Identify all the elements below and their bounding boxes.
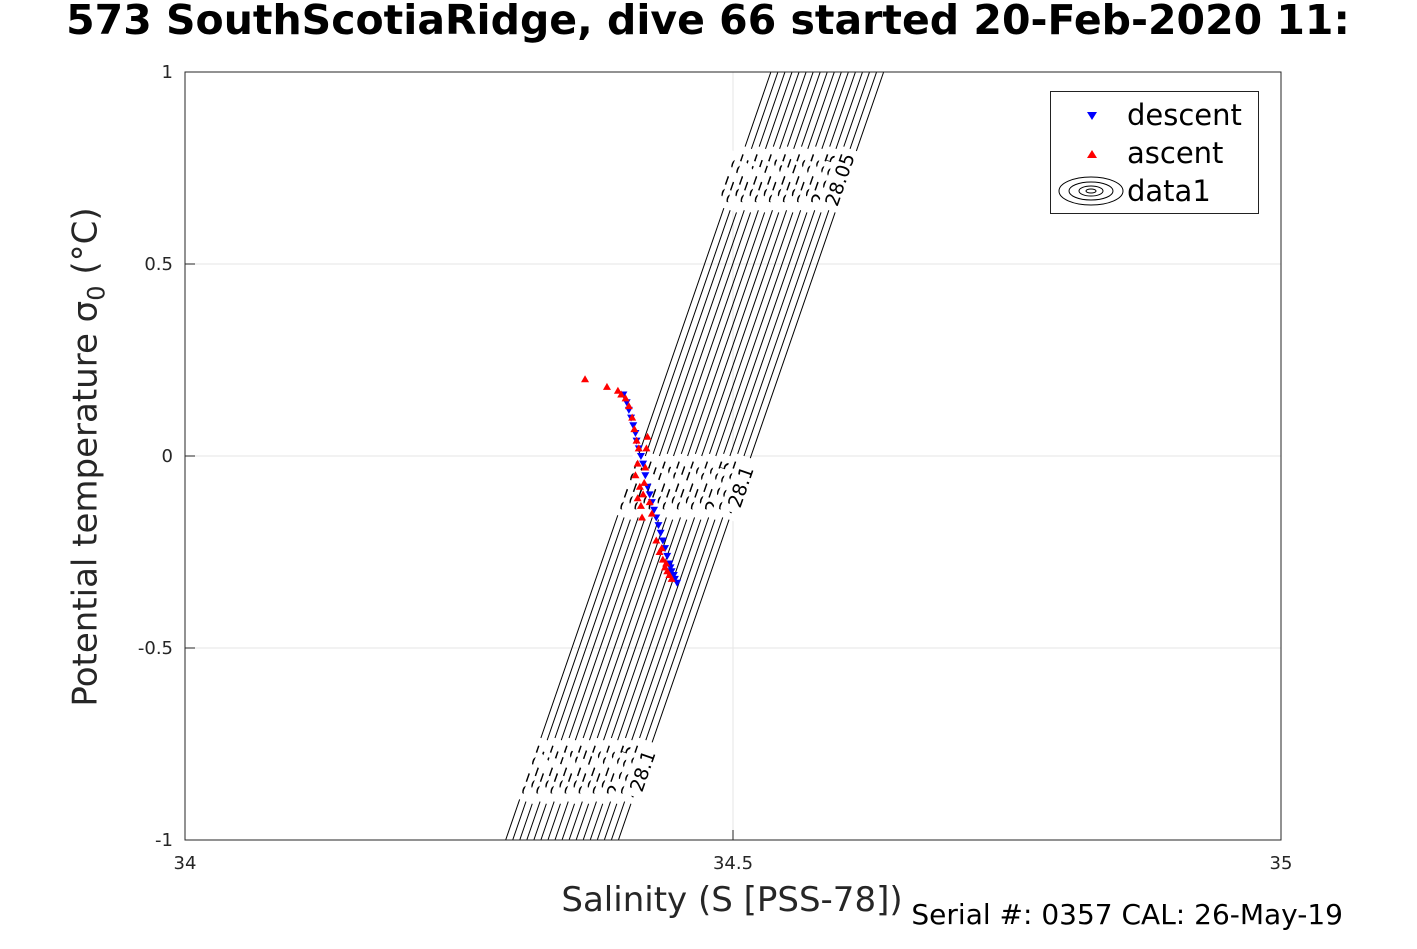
ascent-point [621,394,630,402]
y-tick-label: 0 [162,446,173,467]
contour-ellipses-icon [1058,176,1124,206]
legend-label-descent: descent [1127,98,1242,132]
y-tick-label: 1 [162,62,173,83]
descent-point [654,522,663,530]
down-triangle-marker-icon [1087,112,1097,120]
ascent-point [630,425,639,433]
ascent-point [667,574,676,582]
descent-point [669,572,678,580]
ascent-point [635,482,644,490]
descent-point [645,491,654,499]
contour-label-background [720,457,761,517]
ascent-point [636,501,645,509]
descent-point [636,453,645,460]
ascent-point [613,386,622,394]
legend-item-descent: descent [1051,96,1258,134]
y-tick-label: -1 [155,830,173,851]
ascent-point [641,463,650,471]
y-axis-label-unit: (°C) [65,207,106,286]
descent-point [639,460,648,468]
y-axis-label-subscript: 0 [82,285,111,301]
y-tick-label: -0.5 [138,638,173,659]
ascent-point [657,544,666,552]
y-axis-label-main: Potential temperature σ [65,300,106,707]
ascent-point [602,382,611,390]
legend-label-data1: data1 [1127,174,1211,208]
ascent-point [632,436,641,444]
descent-point [658,537,667,545]
legend-item-data1: data1 [1051,172,1258,210]
descent-point [663,552,672,560]
chart-title: 573 SouthScotiaRidge, dive 66 started 20… [66,0,1350,44]
up-triangle-marker-icon [1087,150,1097,158]
serial-calibration-footer: Serial #: 0357 CAL: 26-May-19 [911,898,1343,931]
ascent-point [617,390,626,398]
legend: descent ascent data1 [1050,91,1259,214]
contour-label-background [817,144,862,215]
legend-label-ascent: ascent [1127,136,1224,170]
ascent-point [639,490,648,498]
ascent-point [633,494,642,502]
descent-point [667,568,676,576]
ascent-point [624,402,633,410]
x-tick-label: 35 [1270,853,1293,874]
axis-ticks: 34 34.5 35 1 0.5 0 -0.5 -1 [138,62,1293,874]
ascent-point [658,555,667,563]
ascent-point [628,413,637,421]
descent-point [641,472,650,480]
x-axis-label: Salinity (S [PSS-78]) [561,880,903,920]
ascent-point [643,432,652,440]
ascent-point [581,375,590,383]
contour-labels: 27.327.3527.427.4527.527.5527.627.6527.7… [514,144,862,806]
ascent-point [655,548,664,555]
ascent-point [640,478,649,486]
data-points [581,375,682,587]
legend-item-ascent: ascent [1051,134,1258,172]
y-tick-label: 0.5 [144,254,173,275]
ascent-point [662,559,671,567]
ascent-point [642,444,651,452]
descent-point [629,422,638,430]
descent-point [656,529,665,537]
ascent-point [647,509,656,517]
ascent-point [645,498,654,506]
ascent-point [633,459,642,467]
x-tick-label: 34.5 [713,853,753,874]
descent-point [650,506,659,514]
ascent-point [652,536,661,544]
ascent-point [638,513,647,521]
ascent-point [631,471,640,479]
contour-label-background [622,741,663,801]
ascent-point [634,444,643,452]
x-tick-label: 34 [174,853,197,874]
y-axis-label: Potential temperature σ0 (°C) [66,207,111,706]
